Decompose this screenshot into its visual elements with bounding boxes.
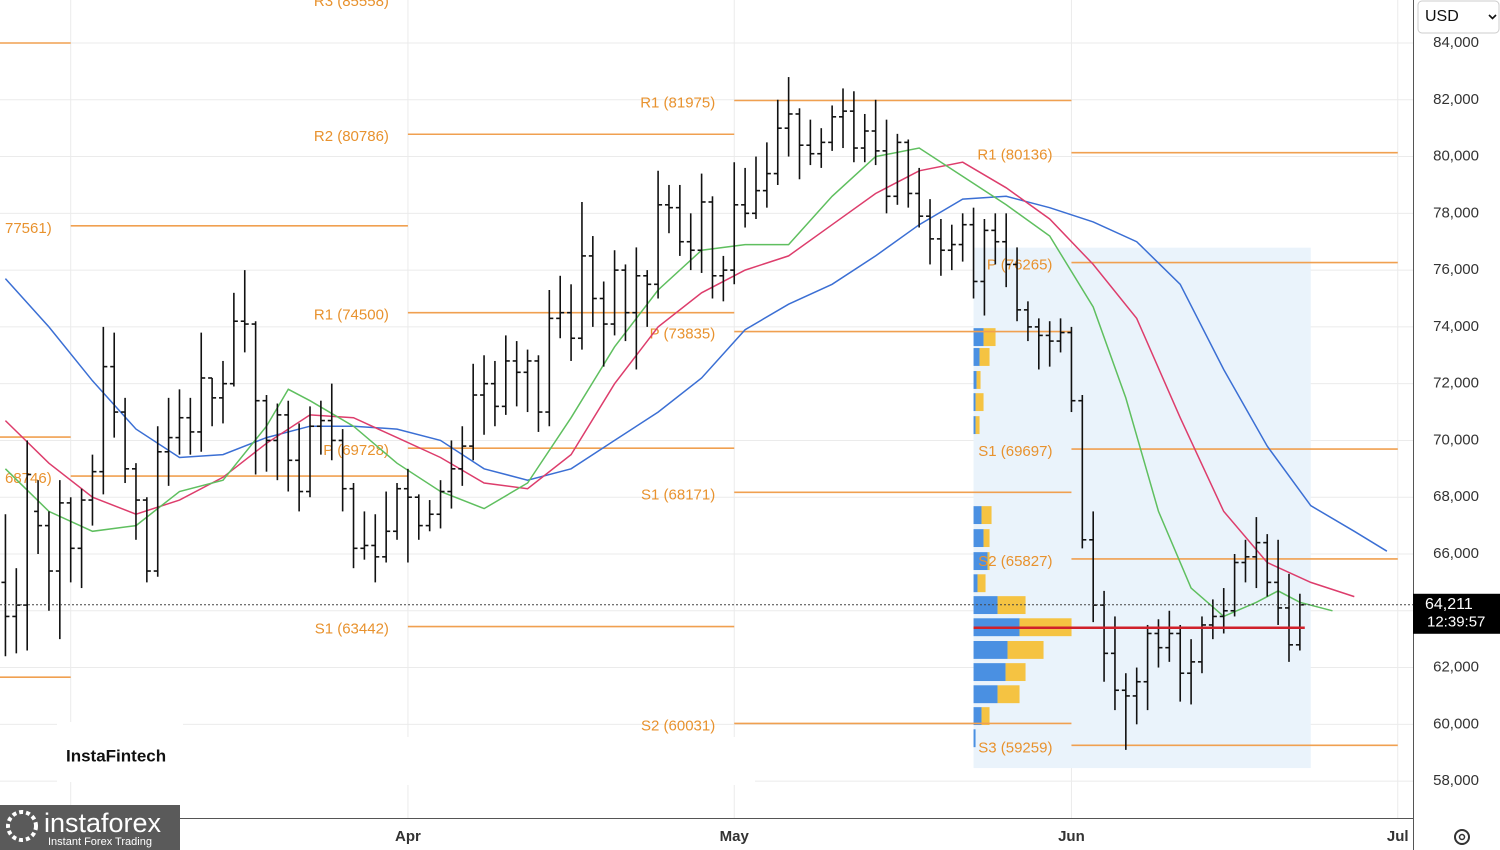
pivot-label: R1 (81975) [640, 94, 715, 111]
y-tick-label: 68,000 [1433, 488, 1479, 505]
profile-sell [983, 328, 996, 347]
pivot-label: R1 (74500) [314, 307, 389, 324]
y-tick-label: 58,000 [1433, 772, 1479, 789]
countdown: 12:39:57 [1427, 614, 1485, 631]
x-tick-label: Jun [1058, 828, 1085, 845]
y-tick-label: 66,000 [1433, 545, 1479, 562]
logo-text: instaforex [44, 808, 162, 838]
y-tick-label: 82,000 [1433, 91, 1479, 108]
y-tick-label: 74,000 [1433, 318, 1479, 335]
profile-buy [973, 506, 982, 525]
profile-sell [981, 506, 992, 525]
y-tick-label: 62,000 [1433, 659, 1479, 676]
profile-sell [983, 529, 990, 548]
profile-sell [997, 685, 1020, 704]
profile-sell [987, 552, 990, 571]
last-price-box [1413, 593, 1500, 634]
pivot-label: P (73835) [650, 326, 716, 343]
profile-buy [973, 328, 984, 347]
profile-sell [1005, 663, 1026, 682]
profile-sell [979, 348, 990, 366]
x-tick-label: Jul [1387, 828, 1409, 845]
profile-sell [1007, 641, 1044, 659]
settings-icon-core [1458, 833, 1466, 841]
logo-icon [6, 810, 38, 842]
profile-buy [973, 552, 988, 571]
currency-label: USD [1425, 8, 1459, 25]
pivot-label: S3 (59259) [978, 739, 1052, 756]
profile-sell [975, 393, 984, 412]
profile-buy [973, 663, 1006, 682]
profile-buy [973, 574, 978, 593]
currency-select[interactable] [1417, 0, 1500, 34]
pivot-label: 68746) [5, 470, 52, 487]
last-price-label: 64,211 [1425, 596, 1473, 613]
y-tick-label: 84,000 [1433, 34, 1479, 51]
profile-sell [975, 416, 980, 435]
pivot-label: R3 (85558) [314, 0, 389, 10]
profile-sell [981, 707, 990, 726]
pivot-label: P (69728) [323, 442, 389, 459]
moving-average [4, 195, 1388, 552]
y-tick-label: 80,000 [1433, 148, 1479, 165]
y-tick-label: 70,000 [1433, 431, 1479, 448]
pivot-label: 77561) [5, 220, 52, 237]
x-axis-panel [0, 818, 1413, 850]
y-axis-panel [1413, 0, 1500, 850]
watermark-cover [183, 737, 755, 785]
settings-icon[interactable] [1454, 829, 1470, 845]
watermark-box [57, 722, 183, 782]
pivot-label: S1 (69697) [978, 443, 1052, 460]
plot-area: R3 (85558) R2 (80786) R1 (74500) P (69728) S… [0, 0, 1413, 818]
profile-buy [973, 393, 976, 412]
pivot-label: S1 (63442) [315, 621, 389, 638]
profile-buy [973, 416, 976, 435]
profile-buy [973, 707, 982, 726]
pivot-label: R1 (80136) [977, 147, 1052, 164]
pivot-label: S2 (65827) [978, 553, 1052, 570]
profile-sell [997, 596, 1026, 615]
x-tick-label: May [720, 828, 750, 845]
profile-buy [973, 685, 998, 704]
profile-sell [977, 574, 986, 593]
profile-sell [976, 371, 981, 389]
y-tick-label: 60,000 [1433, 715, 1479, 732]
y-tick-label: 72,000 [1433, 375, 1479, 392]
y-tick-label: 78,000 [1433, 204, 1479, 221]
profile-buy [973, 371, 977, 389]
logo-tagline: Instant Forex Trading [48, 836, 152, 848]
watermark: InstaFintech [66, 746, 166, 765]
pivot-label: S2 (60031) [641, 717, 715, 734]
profile-buy [973, 348, 980, 366]
profile-range [973, 247, 1311, 769]
pivot-label: S1 (68171) [641, 486, 715, 503]
y-tick-label: 76,000 [1433, 261, 1479, 278]
profile-buy [973, 529, 984, 548]
profile-buy [973, 641, 1008, 659]
pivot-label: R2 (80786) [314, 128, 389, 145]
pivot-label: P (76265) [987, 257, 1053, 274]
x-tick-label: Apr [395, 828, 421, 845]
profile-buy [973, 729, 976, 748]
dropdown-chevron [1488, 14, 1497, 20]
